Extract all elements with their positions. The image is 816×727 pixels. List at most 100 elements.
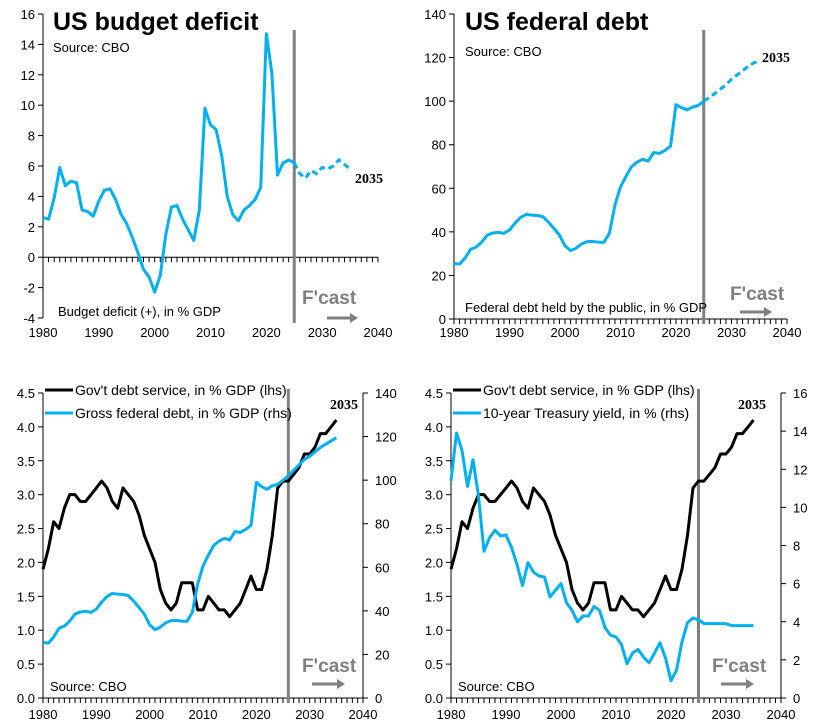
- x-tick-label: 2030: [295, 707, 324, 722]
- x-tick-label: 2000: [135, 707, 164, 722]
- x-tick-label: 2010: [189, 707, 218, 722]
- y-tick-label: 6: [28, 159, 35, 174]
- y-tick-label: 0.0: [17, 691, 35, 706]
- end-year-label: 2035: [355, 172, 383, 187]
- x-tick-label: 2020: [242, 707, 271, 722]
- y-tick-label: 1.5: [17, 589, 35, 604]
- y-tick-label: 8: [28, 129, 35, 144]
- y-tick-label: 0: [28, 250, 35, 265]
- legend-label: Gov't debt service, in % GDP (lhs): [75, 382, 287, 398]
- source-note: Source: CBO: [53, 40, 130, 55]
- y2-tick-label: 100: [375, 473, 397, 488]
- y-tick-label: 0.0: [425, 691, 443, 706]
- x-tick-label: 2000: [551, 325, 580, 340]
- y-tick-label: 10: [21, 98, 35, 113]
- y-tick-label: 0.5: [425, 657, 443, 672]
- y-tick-label: 20: [432, 268, 446, 283]
- series-description: Federal debt held by the public, in % GD…: [465, 300, 707, 315]
- series-line-actual: [453, 99, 705, 266]
- x-tick-label: 2040: [349, 707, 378, 722]
- y-tick-label: 16: [21, 7, 35, 22]
- y-tick-label: 4: [28, 189, 35, 204]
- x-tick-label: 1980: [437, 707, 466, 722]
- y-tick-label: 4.5: [425, 386, 443, 401]
- y2-tick-label: 4: [793, 615, 800, 630]
- forecast-arrow-head: [746, 679, 754, 689]
- y2-tick-label: 10: [793, 500, 807, 515]
- source-note: Source: CBO: [50, 679, 127, 694]
- y-tick-label: 4.5: [17, 386, 35, 401]
- source-note: Source: CBO: [465, 44, 542, 59]
- series-line-1: [449, 419, 755, 619]
- forecast-label: F'cast: [302, 656, 357, 677]
- y-tick-label: 1.5: [425, 589, 443, 604]
- chart-panel-4: 0.0 0.5 1.0 1.5 2.0 2.5 3.0 3.5 4.0 4.5 0 2 4 6 8 10 12 1…: [425, 382, 808, 722]
- y2-tick-label: 16: [793, 386, 807, 401]
- y-tick-label: 4.0: [17, 420, 35, 435]
- legend-label: 10-year Treasury yield, in % (rhs): [483, 405, 689, 421]
- y-tick-label: 3.0: [425, 488, 443, 503]
- series-line-forecast: [292, 157, 352, 181]
- y2-tick-label: 8: [793, 539, 800, 554]
- forecast-arrow-head: [337, 679, 345, 689]
- chart-title: US federal debt: [465, 8, 649, 36]
- x-tick-label: 2000: [140, 325, 169, 340]
- legend-label: Gross federal debt, in % GDP (rhs): [75, 405, 292, 421]
- chart-title: US budget deficit: [53, 8, 259, 36]
- x-tick-label: 2020: [657, 707, 686, 722]
- y-tick-label: -4: [23, 311, 35, 326]
- y-tick-label: 2.0: [17, 555, 35, 570]
- end-year-label: 2035: [762, 51, 790, 66]
- y-tick-label: 3.5: [425, 454, 443, 469]
- x-tick-label: 2010: [196, 325, 225, 340]
- y2-tick-label: 2: [793, 653, 800, 668]
- x-tick-label: 2000: [547, 707, 576, 722]
- x-tick-label: 1990: [492, 707, 521, 722]
- x-tick-label: 2030: [717, 325, 746, 340]
- end-year-label: 2035: [330, 398, 358, 413]
- legend-label: Gov't debt service, in % GDP (lhs): [483, 382, 695, 398]
- x-tick-label: 2030: [712, 707, 741, 722]
- y-tick-label: -2: [23, 281, 35, 296]
- source-note: Source: CBO: [458, 679, 535, 694]
- y2-tick-label: 0: [793, 691, 800, 706]
- y2-tick-label: 0: [375, 691, 382, 706]
- chart-panel-3: 0.00.51.01.52.02.53.03.54.04.50204060801…: [17, 382, 397, 722]
- y-tick-label: 80: [432, 138, 446, 153]
- y-tick-label: 3.0: [17, 488, 35, 503]
- y-tick-label: 0: [439, 312, 446, 327]
- x-tick-label: 1990: [495, 325, 524, 340]
- y2-tick-label: 20: [375, 647, 389, 662]
- x-tick-label: 2020: [662, 325, 691, 340]
- series-description: Budget deficit (+), in % GDP: [58, 304, 221, 319]
- series-line-1: [41, 419, 338, 619]
- y2-tick-label: 12: [793, 462, 807, 477]
- series-line-forecast: [702, 59, 760, 103]
- x-tick-label: 2010: [606, 325, 635, 340]
- y-tick-label: 0.5: [17, 657, 35, 672]
- y2-tick-label: 120: [375, 430, 397, 445]
- forecast-arrow-head: [764, 307, 772, 317]
- y-tick-label: 14: [21, 37, 35, 52]
- x-tick-label: 1990: [84, 325, 113, 340]
- y2-tick-label: 6: [793, 577, 800, 592]
- x-tick-label: 2040: [364, 325, 393, 340]
- chart-panel-1: -4 -2 0 2 4 6 8 10 12 14 16 1980 1990 2000 2010 2020 203…: [21, 7, 393, 340]
- x-tick-label: 2030: [308, 325, 337, 340]
- series-line-actual: [42, 32, 295, 294]
- y-tick-label: 2.0: [425, 555, 443, 570]
- x-tick-label: 1990: [82, 707, 111, 722]
- x-tick-label: 2010: [602, 707, 631, 722]
- y-tick-label: 2: [28, 220, 35, 235]
- y-tick-label: 1.0: [17, 623, 35, 638]
- forecast-label: F'cast: [302, 288, 357, 309]
- x-tick-label: 1980: [29, 325, 58, 340]
- x-tick-label: 2020: [252, 325, 281, 340]
- forecast-label: F'cast: [712, 656, 767, 677]
- end-year-label: 2035: [738, 398, 766, 413]
- y2-tick-label: 80: [375, 517, 389, 532]
- y-tick-label: 2.5: [17, 522, 35, 537]
- y-tick-label: 40: [432, 225, 446, 240]
